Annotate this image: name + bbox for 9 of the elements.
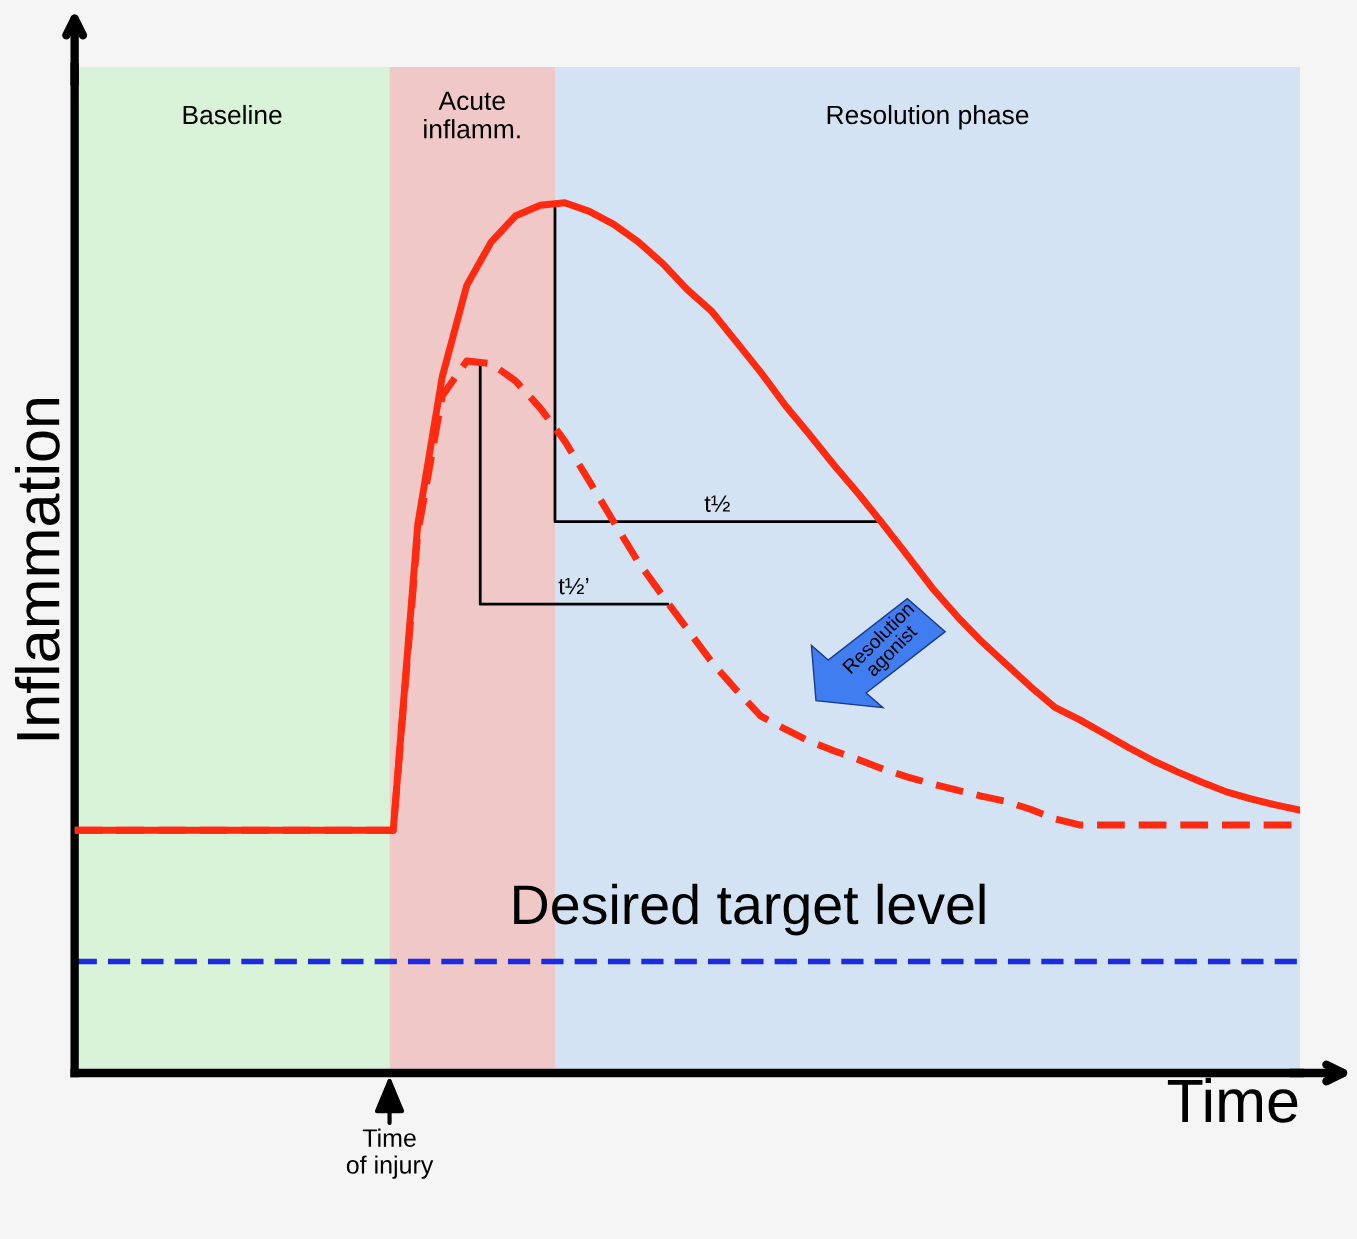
text: Resolution phase — [827, 104, 1029, 130]
text: Acute inflamm. — [424, 91, 520, 139]
text: Time of injury — [346, 1128, 434, 1179]
text: Baseline — [183, 104, 282, 125]
y-axis-title: Inflammation — [14, 398, 60, 740]
annotation: t½’ — [558, 577, 589, 595]
annotation: t½ — [704, 495, 730, 512]
x-axis-title: Time — [1167, 1077, 1298, 1123]
ref-line-label: Desired target level — [514, 883, 985, 936]
